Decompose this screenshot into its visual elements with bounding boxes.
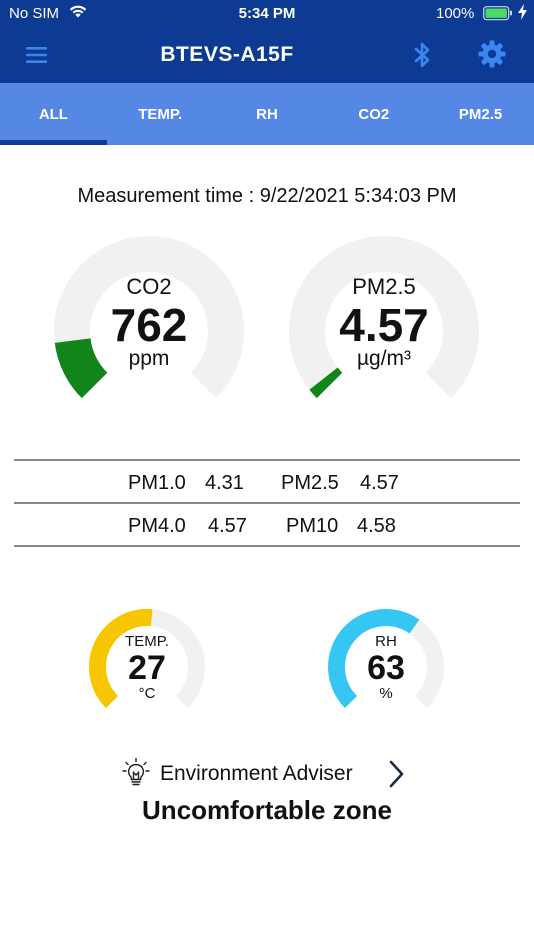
temp-label: TEMP. — [125, 633, 169, 650]
temp-gauge-fill — [89, 609, 153, 709]
nav-bar: BTEVS-A15F — [0, 28, 534, 83]
battery-percent: 100% — [436, 5, 475, 22]
temp-value: 27 — [128, 649, 166, 687]
co2-gauge-track — [54, 236, 244, 399]
wifi-icon — [68, 4, 88, 23]
tab-all[interactable]: ALL — [0, 83, 107, 145]
tab-bar: ALL TEMP. RH CO2 PM2.5 — [0, 83, 534, 145]
co2-value: 762 — [110, 299, 188, 351]
co2-gauge-fill — [54, 337, 108, 399]
pm25-gauge-track — [289, 236, 479, 399]
environment-adviser-label: Environment Adviser — [160, 762, 353, 785]
pm25-gauge-fill — [309, 367, 343, 399]
tab-temp[interactable]: TEMP. — [138, 106, 183, 123]
temp-unit: °C — [138, 685, 156, 702]
carrier-label: No SIM — [9, 5, 60, 22]
table-row: PM1.0 4.31 PM2.5 4.57 — [14, 461, 520, 502]
pm-value: 4.57 — [360, 472, 399, 494]
rh-unit: % — [379, 685, 393, 702]
pm-table: PM1.0 4.31 PM2.5 4.57 PM4.0 4.57 PM10 4.… — [14, 459, 520, 547]
temp-gauge[interactable]: TEMP. 27 °C — [89, 609, 205, 725]
pm-name: PM1.0 — [128, 472, 186, 494]
environment-adviser-row[interactable]: Environment Adviser — [0, 757, 534, 789]
table-divider — [14, 459, 520, 461]
table-divider — [14, 545, 520, 547]
rh-gauge[interactable]: RH 63 % — [328, 609, 444, 725]
table-divider — [14, 502, 520, 504]
pm-name: PM4.0 — [128, 515, 186, 537]
tab-pm25[interactable]: PM2.5 — [458, 106, 503, 123]
pm25-gauge[interactable]: PM2.5 4.57 µg/m³ — [289, 236, 479, 426]
bluetooth-icon[interactable] — [412, 41, 434, 74]
pm25-value: 4.57 — [339, 299, 429, 351]
table-row: PM4.0 4.57 PM10 4.58 — [14, 504, 520, 545]
charging-icon — [518, 4, 527, 24]
gear-icon[interactable] — [478, 40, 506, 73]
pm-value: 4.31 — [205, 472, 244, 494]
chevron-right-icon[interactable] — [387, 759, 405, 794]
tab-rh[interactable]: RH — [256, 106, 278, 123]
rh-label: RH — [375, 633, 397, 650]
pm-value: 4.58 — [357, 515, 396, 537]
measurement-time: Measurement time : 9/22/2021 5:34:03 PM — [0, 185, 534, 208]
device-title: BTEVS-A15F — [160, 43, 294, 66]
lightbulb-icon — [121, 757, 151, 792]
tab-co2[interactable]: CO2 — [358, 106, 390, 123]
pm25-unit: µg/m³ — [356, 347, 412, 370]
pm-value: 4.57 — [208, 515, 247, 537]
status-bar: No SIM 5:34 PM 100% — [0, 0, 534, 28]
co2-unit: ppm — [128, 347, 170, 370]
measurement-label: Measurement time : — [77, 185, 260, 207]
co2-gauge[interactable]: CO2 762 ppm — [54, 236, 244, 426]
measurement-value: 9/22/2021 5:34:03 PM — [259, 185, 457, 207]
battery-icon — [483, 6, 513, 25]
comfort-zone-status: Uncomfortable zone — [142, 795, 392, 825]
rh-gauge-fill — [328, 609, 420, 708]
pm-name: PM10 — [286, 515, 339, 537]
pm-name: PM2.5 — [281, 472, 339, 494]
rh-value: 63 — [367, 649, 405, 687]
pm25-label: PM2.5 — [352, 274, 416, 299]
menu-icon[interactable] — [26, 45, 48, 70]
co2-label: CO2 — [126, 274, 172, 299]
